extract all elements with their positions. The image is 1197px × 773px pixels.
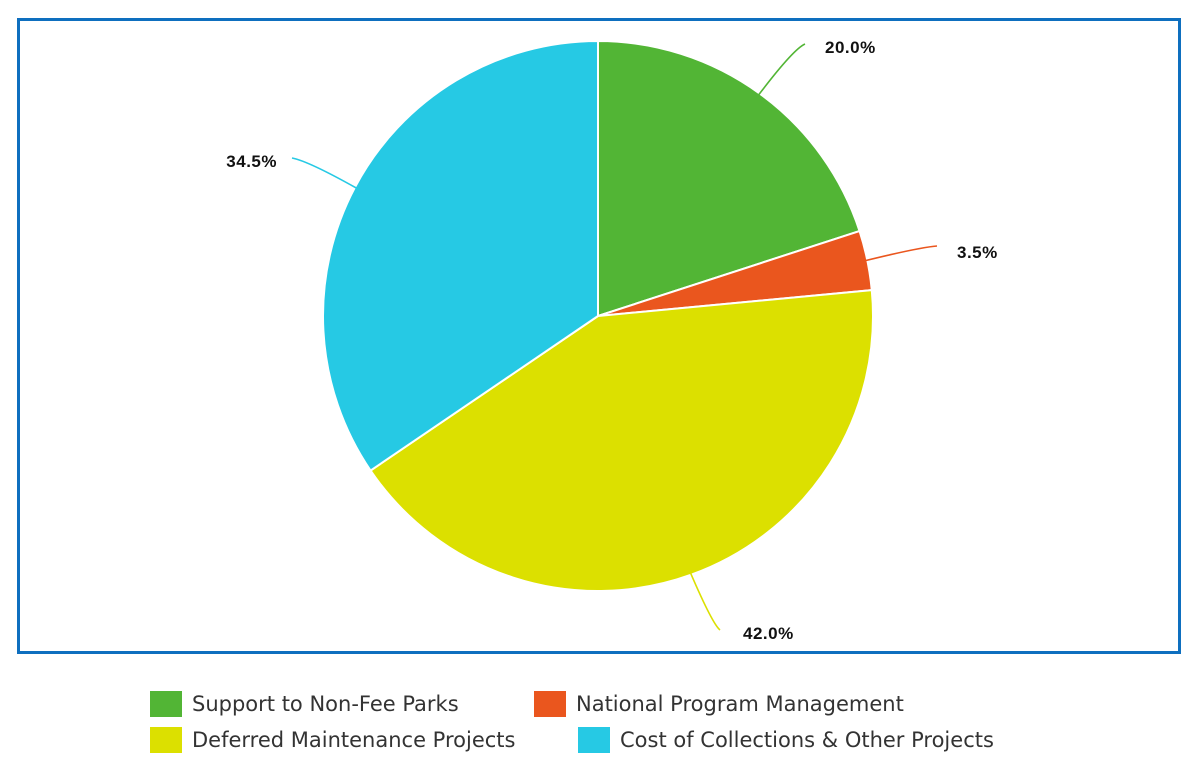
legend-swatch — [534, 691, 566, 717]
leader-line — [865, 245, 938, 262]
legend-label: National Program Management — [576, 692, 904, 716]
leader-line — [757, 43, 806, 96]
legend-label: Deferred Maintenance Projects — [192, 728, 516, 752]
data-label: 42.0% — [743, 624, 794, 643]
legend-swatch — [578, 727, 610, 753]
legend-item-deferred-maintenance[interactable]: Deferred Maintenance Projects — [150, 727, 578, 753]
legend-item-support-non-fee-parks[interactable]: Support to Non-Fee Parks — [150, 691, 534, 717]
legend-label: Support to Non-Fee Parks — [192, 692, 459, 716]
legend-label: Cost of Collections & Other Projects — [620, 728, 994, 752]
leader-line — [291, 157, 358, 189]
legend-item-cost-of-collections[interactable]: Cost of Collections & Other Projects — [578, 727, 994, 753]
pie-chart: 20.0% 3.5% 42.0% 34.5% — [226, 38, 998, 643]
legend-swatch — [150, 727, 182, 753]
legend-swatch — [150, 691, 182, 717]
legend-item-national-program-management[interactable]: National Program Management — [534, 691, 904, 717]
data-label: 20.0% — [825, 38, 876, 57]
leader-line — [689, 572, 721, 631]
data-label: 3.5% — [957, 243, 998, 262]
legend: Support to Non-Fee Parks National Progra… — [150, 686, 1090, 758]
data-label: 34.5% — [226, 152, 277, 171]
